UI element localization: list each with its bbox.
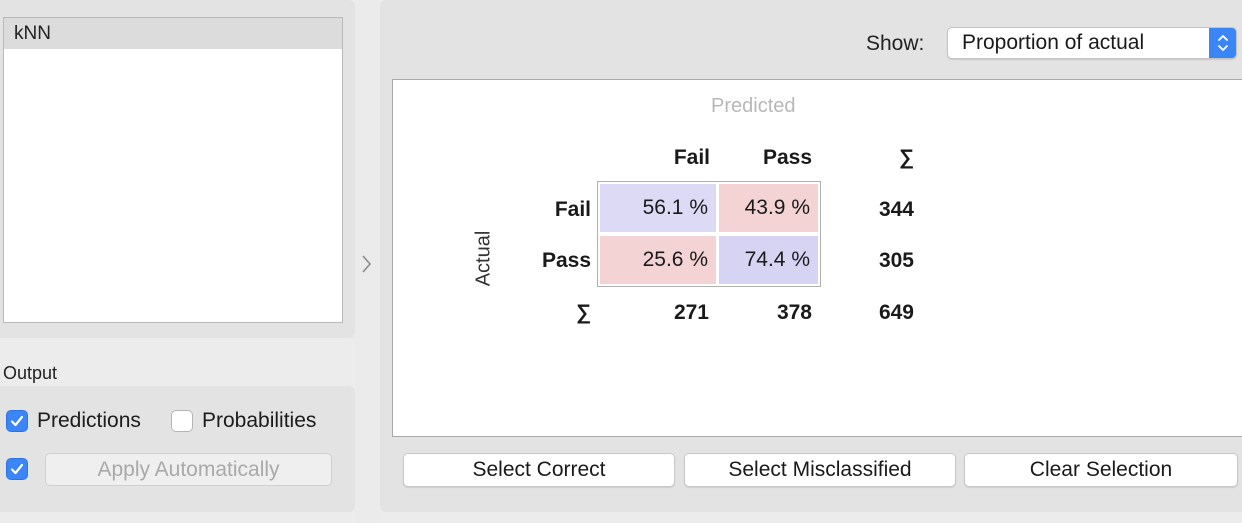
show-dropdown[interactable]: Proportion of actual	[947, 27, 1237, 59]
select-misclassified-button[interactable]: Select Misclassified	[684, 453, 956, 487]
output-section-label: Output	[3, 363, 58, 383]
auto-apply-checkbox[interactable]	[6, 458, 28, 480]
matrix-cell-pass-fail[interactable]: 25.6 %	[600, 236, 716, 284]
checkmark-icon	[10, 415, 24, 427]
predictions-label[interactable]: Predictions	[37, 409, 141, 432]
show-label: Show:	[866, 32, 925, 55]
predictions-checkbox[interactable]	[6, 410, 28, 432]
probabilities-label[interactable]: Probabilities	[202, 409, 317, 432]
apply-automatically-button[interactable]: Apply Automatically	[45, 453, 332, 486]
list-item-knn[interactable]: kNN	[4, 18, 342, 49]
column-total-pass: 378	[776, 301, 812, 324]
column-header-sum: ∑	[899, 146, 914, 169]
row-total-fail: 344	[878, 198, 914, 221]
actual-axis-label: Actual	[472, 230, 495, 287]
chevron-right-icon[interactable]	[361, 254, 373, 274]
output-panel	[0, 386, 355, 512]
row-header-fail: Fail	[554, 198, 591, 221]
checkmark-icon	[10, 463, 24, 475]
learners-list[interactable]: kNN	[3, 17, 343, 323]
row-total-pass: 305	[878, 249, 914, 272]
select-correct-button[interactable]: Select Correct	[403, 453, 675, 487]
grand-total: 649	[878, 301, 914, 324]
predicted-axis-label: Predicted	[711, 95, 796, 117]
clear-selection-button[interactable]: Clear Selection	[964, 453, 1238, 487]
row-header-sum: ∑	[576, 301, 591, 324]
column-header-pass: Pass	[762, 146, 812, 169]
probabilities-checkbox[interactable]	[171, 410, 193, 432]
matrix-cell-fail-fail[interactable]: 56.1 %	[600, 184, 716, 232]
updown-chevron-icon	[1209, 28, 1236, 58]
row-header-pass: Pass	[541, 249, 591, 272]
column-total-fail: 271	[673, 301, 709, 324]
matrix-cell-pass-pass[interactable]: 74.4 %	[719, 236, 818, 284]
column-header-fail: Fail	[673, 146, 710, 169]
confusion-matrix-grid[interactable]: 56.1 % 43.9 % 25.6 % 74.4 %	[597, 181, 821, 287]
matrix-cell-fail-pass[interactable]: 43.9 %	[719, 184, 818, 232]
splitter-handle[interactable]	[355, 0, 380, 523]
show-dropdown-value: Proportion of actual	[962, 31, 1145, 54]
